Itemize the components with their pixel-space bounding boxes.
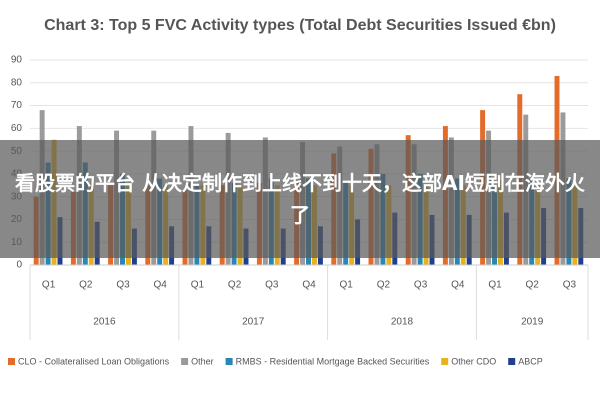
group-label: 2016 [93,317,116,328]
x-tick-label: Q2 [526,280,540,291]
legend-swatch [508,358,516,365]
legend-label: Other CDO [451,356,496,366]
x-tick-label: Q3 [414,280,428,291]
legend-label: ABCP [518,356,543,366]
overlay-banner: 看股票的平台 从决定制作到上线不到十天，这部AI短剧在海外火了 [0,140,600,258]
group-label: 2017 [242,317,265,328]
x-tick-label: Q4 [451,280,465,291]
x-tick-label: Q1 [488,280,502,291]
legend-label: CLO - Collateralised Loan Obligations [18,356,170,366]
legend-swatch [181,358,189,365]
overlay-text: 看股票的平台 从决定制作到上线不到十天，这部AI短剧在海外火了 [15,171,585,227]
legend-swatch [8,358,15,365]
x-tick-label: Q3 [265,280,279,291]
x-tick-label: Q3 [563,280,577,291]
x-tick-label: Q4 [154,280,168,291]
x-tick-label: Q1 [191,280,205,291]
legend-label: Other [191,356,214,366]
group-label: 2019 [521,317,544,328]
legend-label: RMBS - Residential Mortgage Backed Secur… [236,356,430,366]
legend-swatch [441,358,449,365]
y-tick-label: 80 [11,77,23,88]
x-tick-label: Q2 [79,280,93,291]
x-tick-label: Q1 [340,280,354,291]
y-tick-label: 90 [11,55,23,66]
group-label: 2018 [391,317,414,328]
x-tick-label: Q1 [42,280,56,291]
x-tick-label: Q3 [116,280,130,291]
x-tick-label: Q2 [228,280,242,291]
chart-title: Chart 3: Top 5 FVC Activity types (Total… [44,17,556,34]
y-tick-label: 70 [11,100,23,111]
y-tick-label: 60 [11,123,23,134]
y-tick-label: 0 [16,260,22,271]
legend-swatch [225,358,233,365]
x-tick-label: Q4 [302,280,316,291]
x-tick-label: Q2 [377,280,391,291]
